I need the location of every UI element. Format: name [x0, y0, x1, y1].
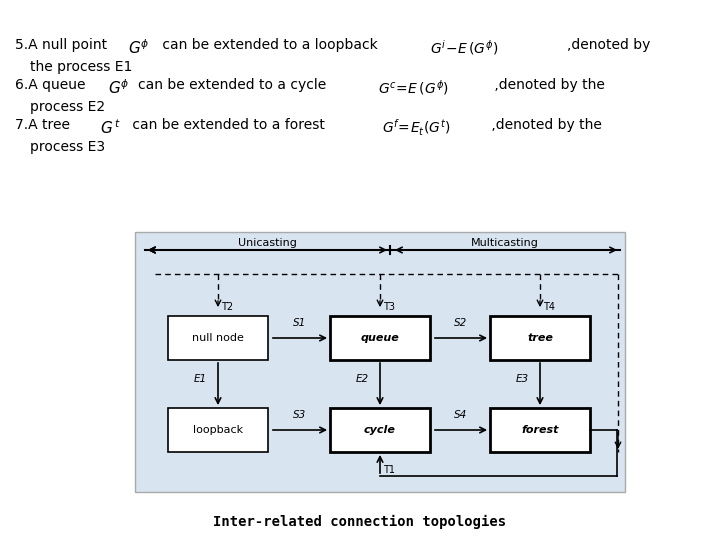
- Text: $G^c\!=\!E\,(G^{\phi})$: $G^c\!=\!E\,(G^{\phi})$: [378, 78, 449, 97]
- Text: cycle: cycle: [364, 425, 396, 435]
- Text: process E3: process E3: [30, 140, 105, 154]
- Text: 5.A null point: 5.A null point: [15, 38, 112, 52]
- Text: 7.A tree: 7.A tree: [15, 118, 78, 132]
- Text: process E2: process E2: [30, 100, 105, 114]
- Text: $G^{\phi}$: $G^{\phi}$: [108, 78, 130, 97]
- Text: S3: S3: [293, 410, 307, 420]
- Text: can be extended to a cycle: can be extended to a cycle: [138, 78, 330, 92]
- Text: T2: T2: [221, 302, 233, 312]
- Text: forest: forest: [521, 425, 559, 435]
- Text: $G^{\phi}$: $G^{\phi}$: [128, 38, 150, 57]
- Bar: [168, 408, 268, 452]
- Text: tree: tree: [527, 333, 553, 343]
- Text: 6.A queue: 6.A queue: [15, 78, 94, 92]
- Text: null node: null node: [192, 333, 244, 343]
- Text: can be extended to a loopback: can be extended to a loopback: [158, 38, 382, 52]
- Text: Unicasting: Unicasting: [238, 238, 297, 248]
- Text: $G^i\!-\!E\,(G^{\phi})$: $G^i\!-\!E\,(G^{\phi})$: [430, 38, 498, 57]
- Text: queue: queue: [361, 333, 400, 343]
- Text: loopback: loopback: [193, 425, 243, 435]
- Text: ,denoted by the: ,denoted by the: [490, 78, 605, 92]
- Text: can be extended to a forest: can be extended to a forest: [128, 118, 329, 132]
- Text: ,denoted by the: ,denoted by the: [487, 118, 602, 132]
- Bar: [490, 316, 590, 360]
- Text: T3: T3: [383, 302, 395, 312]
- Bar: [168, 316, 268, 360]
- Bar: [490, 408, 590, 452]
- Bar: [330, 316, 430, 360]
- Text: the process E1: the process E1: [30, 60, 132, 74]
- Text: E1: E1: [194, 374, 207, 384]
- Text: E2: E2: [356, 374, 369, 384]
- Bar: [330, 408, 430, 452]
- Bar: [135, 232, 625, 492]
- Text: $G^{\,t}$: $G^{\,t}$: [100, 118, 121, 137]
- Text: T4: T4: [543, 302, 555, 312]
- Text: ,denoted by: ,denoted by: [567, 38, 650, 52]
- Text: Multicasting: Multicasting: [471, 238, 539, 248]
- Text: S4: S4: [454, 410, 467, 420]
- Text: T1: T1: [383, 465, 395, 475]
- Text: S1: S1: [293, 318, 307, 328]
- Text: $G^f\!=\!E_t(G^t)$: $G^f\!=\!E_t(G^t)$: [382, 118, 451, 138]
- Text: S2: S2: [454, 318, 467, 328]
- Text: Inter-related connection topologies: Inter-related connection topologies: [213, 515, 507, 529]
- Text: E3: E3: [516, 374, 528, 384]
